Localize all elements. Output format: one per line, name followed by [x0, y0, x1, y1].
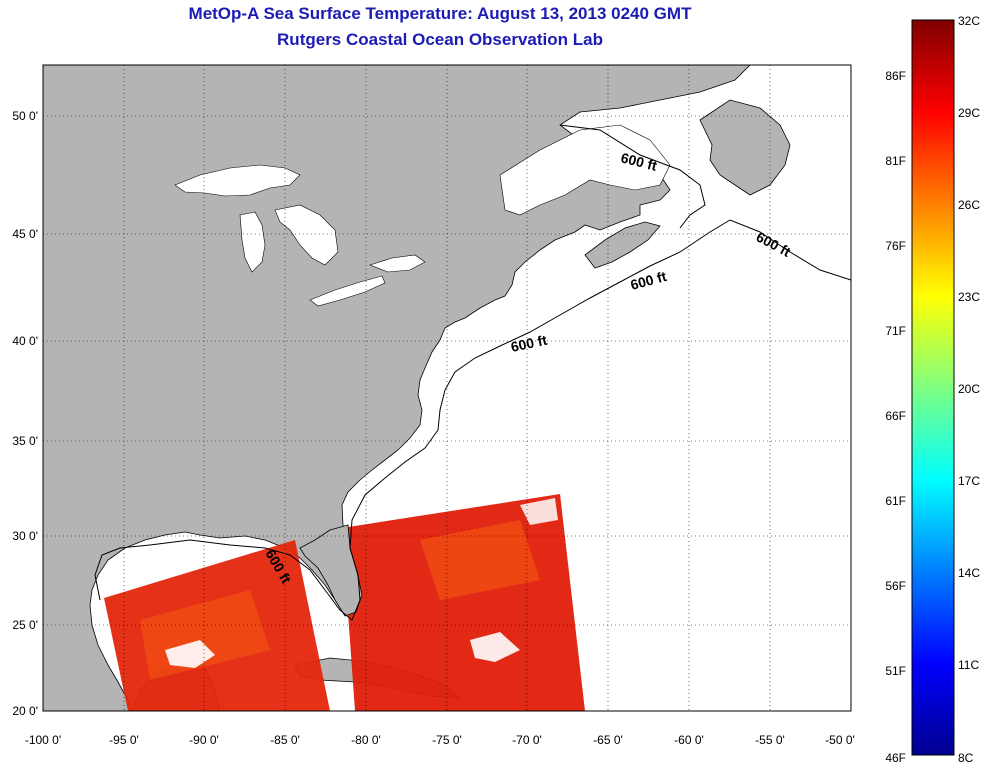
y-tick-label: 25 0': [12, 618, 38, 632]
colorbar: 32C 29C 26C 23C 20C 17C 14C 11C 8C 86F 8…: [885, 14, 980, 765]
colorbar-celsius-label: 29C: [958, 106, 980, 120]
colorbar-fahrenheit-label: 51F: [885, 664, 906, 678]
colorbar-fahrenheit-label: 66F: [885, 409, 906, 423]
lake-michigan-huron: [239, 204, 339, 273]
y-axis: 20 0' 25 0' 30 0' 35 0' 40 0' 45 0' 50 0…: [12, 109, 38, 718]
x-axis: -100 0' -95 0' -90 0' -85 0' -80 0' -75 …: [25, 733, 855, 747]
colorbar-celsius-label: 26C: [958, 198, 980, 212]
x-tick-label: -95 0': [109, 733, 139, 747]
map-panel: [43, 65, 851, 711]
contour-label-midatlantic: 600 ft: [509, 332, 548, 355]
colorbar-celsius-label: 32C: [958, 14, 980, 28]
x-tick-label: -85 0': [270, 733, 300, 747]
sst-swath-atlantic: [342, 494, 585, 711]
sst-warm-patch-1: [420, 520, 540, 600]
y-tick-label: 30 0': [12, 529, 38, 543]
x-tick-label: -80 0': [351, 733, 381, 747]
x-tick-label: -60 0': [674, 733, 704, 747]
y-tick-label: 40 0': [12, 334, 38, 348]
cloud-gap-3: [520, 498, 558, 525]
colorbar-fahrenheit-label: 61F: [885, 494, 906, 508]
x-tick-label: -65 0': [593, 733, 623, 747]
colorbar-celsius-label: 14C: [958, 566, 980, 580]
map-gridlines: [43, 65, 851, 711]
colorbar-celsius-label: 17C: [958, 474, 980, 488]
land-north-america: [43, 65, 751, 711]
colorbar-fahrenheit-label: 86F: [885, 69, 906, 83]
map-title: MetOp-A Sea Surface Temperature: August …: [188, 4, 692, 23]
cloud-gap-2: [470, 632, 520, 662]
x-tick-label: -50 0': [825, 733, 855, 747]
y-tick-label: 20 0': [12, 704, 38, 718]
colorbar-fahrenheit-label: 81F: [885, 154, 906, 168]
y-tick-label: 50 0': [12, 109, 38, 123]
lake-ontario: [369, 254, 426, 273]
cloud-gap-1: [165, 640, 215, 668]
x-tick-label: -90 0': [189, 733, 219, 747]
isobath-600ft-north: [559, 124, 706, 229]
colorbar-fahrenheit-label: 46F: [885, 751, 906, 765]
x-tick-label: -55 0': [755, 733, 785, 747]
y-tick-label: 35 0': [12, 434, 38, 448]
colorbar-celsius-label: 11C: [958, 658, 979, 672]
colorbar-celsius-label: 20C: [958, 382, 980, 396]
x-tick-label: -75 0': [432, 733, 462, 747]
map-subtitle: Rutgers Coastal Ocean Observation Lab: [277, 30, 603, 49]
lake-erie: [309, 275, 386, 307]
y-tick-label: 45 0': [12, 227, 38, 241]
colorbar-celsius-label: 23C: [958, 290, 980, 304]
colorbar-fahrenheit-label: 76F: [885, 239, 906, 253]
colorbar-celsius-label: 8C: [958, 751, 974, 765]
isobath-600ft: [94, 219, 851, 621]
colorbar-fahrenheit-label: 71F: [885, 324, 906, 338]
colorbar-gradient: [911, 19, 955, 756]
colorbar-fahrenheit-label: 56F: [885, 579, 906, 593]
x-tick-label: -70 0': [512, 733, 542, 747]
x-tick-label: -100 0': [25, 733, 61, 747]
map-frame: [42, 64, 852, 712]
lake-superior: [174, 164, 301, 197]
